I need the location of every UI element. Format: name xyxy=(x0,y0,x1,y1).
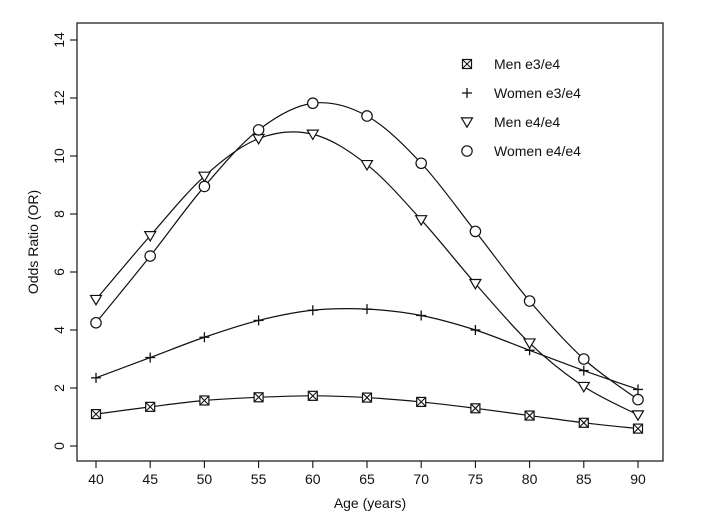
data-point xyxy=(197,171,211,183)
data-point xyxy=(578,365,589,376)
data-point xyxy=(577,353,590,365)
data-point xyxy=(361,392,373,403)
y-tick-label: 0 xyxy=(51,442,67,450)
y-tick-label: 2 xyxy=(51,384,67,392)
legend-symbol xyxy=(462,88,472,98)
data-point xyxy=(578,417,589,428)
series-triangle-down xyxy=(89,129,645,422)
x-tick-label: 65 xyxy=(359,471,375,487)
data-point xyxy=(199,332,210,343)
data-point xyxy=(306,97,319,110)
series-circle xyxy=(90,97,644,406)
data-point xyxy=(470,403,481,414)
data-point xyxy=(524,410,535,421)
data-point xyxy=(633,384,643,395)
plot-frame xyxy=(76,22,664,462)
data-point xyxy=(632,393,644,406)
y-tick-label: 14 xyxy=(51,32,67,48)
data-point xyxy=(199,395,210,406)
data-point xyxy=(469,225,482,238)
data-point xyxy=(198,180,211,193)
x-axis-title: Age (years) xyxy=(334,495,406,511)
legend-label: Men e4/e4 xyxy=(494,114,560,130)
y-tick-label: 8 xyxy=(51,210,67,218)
data-point xyxy=(468,278,482,291)
data-point xyxy=(252,124,265,136)
data-point xyxy=(306,129,320,141)
data-point xyxy=(416,396,427,408)
data-point xyxy=(307,305,318,316)
series-line xyxy=(95,131,639,416)
legend-symbol xyxy=(461,58,473,70)
x-tick-label: 40 xyxy=(88,471,104,487)
y-tick-label: 6 xyxy=(51,268,67,276)
series-square-x xyxy=(90,390,644,434)
x-tick-label: 75 xyxy=(468,471,484,487)
data-point xyxy=(416,310,427,321)
x-tick-label: 90 xyxy=(630,471,646,487)
data-point xyxy=(362,304,372,315)
data-point xyxy=(360,159,374,172)
y-axis-title: Odds Ratio (OR) xyxy=(25,190,41,294)
data-point xyxy=(361,110,373,122)
data-point xyxy=(143,231,157,243)
series-plus xyxy=(91,304,643,395)
legend-label: Men e3/e4 xyxy=(494,56,560,72)
x-tick-label: 55 xyxy=(251,471,267,487)
data-point xyxy=(632,423,644,434)
series-line xyxy=(95,308,639,391)
y-tick-label: 4 xyxy=(51,326,67,334)
data-point xyxy=(90,316,102,329)
series-layer xyxy=(89,97,645,434)
data-point xyxy=(470,325,481,335)
data-point xyxy=(523,295,536,307)
data-point xyxy=(577,381,591,393)
data-point xyxy=(144,250,156,262)
legend-symbol xyxy=(461,145,473,157)
legend-label: Women e3/e4 xyxy=(494,85,581,101)
data-point xyxy=(523,338,537,350)
data-point xyxy=(90,409,102,420)
data-point xyxy=(145,352,156,363)
x-tick-label: 45 xyxy=(142,471,158,487)
x-tick-label: 50 xyxy=(197,471,213,487)
x-tick-label: 80 xyxy=(522,471,538,487)
y-axis: 0 2 4 6 8 10 12 14 xyxy=(51,32,77,450)
data-point xyxy=(253,315,264,326)
data-point xyxy=(253,392,264,403)
data-point xyxy=(145,401,156,412)
data-point xyxy=(91,372,101,383)
x-tick-label: 60 xyxy=(305,471,321,487)
y-tick-label: 12 xyxy=(51,90,67,106)
data-point xyxy=(414,215,428,227)
legend-label: Women e4/e4 xyxy=(494,143,581,159)
x-tick-label: 85 xyxy=(576,471,592,487)
data-point xyxy=(252,133,266,146)
data-point xyxy=(415,157,427,170)
legend-symbol xyxy=(460,117,474,129)
x-tick-label: 70 xyxy=(413,471,429,487)
data-point xyxy=(631,410,645,422)
y-tick-label: 10 xyxy=(51,148,67,164)
data-point xyxy=(89,294,103,306)
legend: Men e3/e4 Women e3/e4 Men e4/e4 Women e4/e4 xyxy=(460,56,581,159)
data-point xyxy=(307,390,318,401)
x-axis: 40 45 50 55 60 65 70 75 80 85 90 xyxy=(88,461,646,487)
